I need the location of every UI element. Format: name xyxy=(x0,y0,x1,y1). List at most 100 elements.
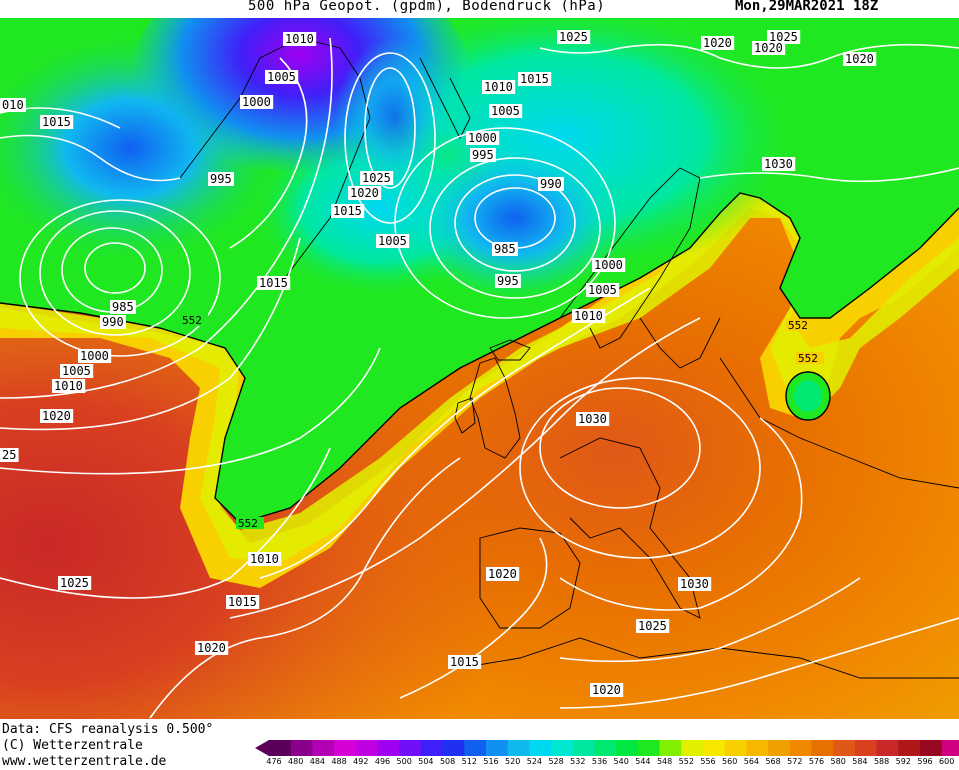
colorbar-cell xyxy=(616,740,639,756)
isobar-label-box xyxy=(448,655,482,669)
colorbar-tick-label: 500 xyxy=(396,757,412,766)
isobar-label-box xyxy=(492,242,518,256)
baltic xyxy=(639,317,721,369)
ireland xyxy=(454,397,476,434)
map-canvas: 552 552 552 552 101010051000102510201025… xyxy=(0,18,959,719)
contour-552-labels: 552 552 552 552 xyxy=(180,314,824,530)
colorbar-tick-label: 568 xyxy=(765,757,781,766)
colorbar-cell xyxy=(941,740,959,756)
isobar-label: 1010 xyxy=(484,80,513,94)
coastlines xyxy=(179,37,959,679)
isobar-label-box xyxy=(195,641,229,655)
colorbar-tick-label: 516 xyxy=(483,757,499,766)
colorbar-cell xyxy=(637,740,661,756)
isobar-label: 1020 xyxy=(42,409,71,423)
scandinavia xyxy=(559,167,701,349)
isobar-label-box xyxy=(767,30,801,44)
isobar-label: 1005 xyxy=(378,234,407,248)
isobar-label: 1005 xyxy=(588,283,617,297)
colorbar-cell xyxy=(507,740,530,756)
isobar-label: 25 xyxy=(2,448,16,462)
greenland-east xyxy=(419,57,471,140)
label-552: 552 xyxy=(788,319,808,332)
isobars xyxy=(0,37,959,719)
colorbar-cell xyxy=(290,740,313,756)
isobar-label-box xyxy=(58,576,92,590)
colorbar-tick-label: 596 xyxy=(917,757,933,766)
isobar-label: 995 xyxy=(210,172,232,186)
colorbar-tick-label: 524 xyxy=(526,757,543,766)
copyright-credit: (C) Wetterzentrale xyxy=(2,738,143,753)
colorbar-cell xyxy=(464,740,487,756)
isobar-label-box xyxy=(283,32,317,46)
isobar-label-box xyxy=(701,36,735,50)
isobar-label: 1020 xyxy=(197,641,226,655)
isobar-label: 995 xyxy=(497,274,519,288)
colorbar-cell xyxy=(551,740,574,756)
isobar-label: 1025 xyxy=(769,30,798,44)
colorbar-tick-label: 556 xyxy=(700,757,716,766)
isobar-label-box xyxy=(257,276,291,290)
label-552: 552 xyxy=(798,352,818,365)
isobar-label-box xyxy=(557,30,591,44)
colorbar-cell xyxy=(789,740,812,756)
isobar-label: 1005 xyxy=(491,104,520,118)
isobar-label: 1020 xyxy=(754,41,783,55)
colorbar-cell xyxy=(681,740,704,756)
isobar-label-box xyxy=(489,104,523,118)
isobar-label: 1015 xyxy=(520,72,549,86)
colorbar-cell xyxy=(399,740,422,756)
isobar-label: 1030 xyxy=(680,577,709,591)
isobar-label: 1020 xyxy=(592,683,621,697)
colorbar-left-arrow xyxy=(255,740,269,756)
colorbar-tick-label: 592 xyxy=(895,757,911,766)
isobar-label: 1010 xyxy=(574,309,603,323)
isobar-label-box xyxy=(40,409,74,423)
colorbar-tick-label: 552 xyxy=(678,757,694,766)
isobar-label: 1025 xyxy=(60,576,89,590)
colorbar-tick-label: 588 xyxy=(873,757,890,766)
colorbar-cell xyxy=(768,740,791,756)
isobar-label: 1015 xyxy=(450,655,479,669)
isobar-label-box xyxy=(538,177,564,191)
isobar-label: 1000 xyxy=(594,258,623,272)
data-source-credit: Data: CFS reanalysis 0.500° xyxy=(2,722,214,737)
isobar-label: 1010 xyxy=(54,379,83,393)
colorbar-cell xyxy=(920,740,943,756)
isobar-label-box xyxy=(0,98,26,112)
isobar-label-box xyxy=(40,115,74,129)
colorbar-labels: 476 480 484 488 492 496 500 504 508 512 516 520 524 5… xyxy=(266,757,958,769)
isobar-label-box xyxy=(518,72,552,86)
greenland-coast xyxy=(179,37,371,279)
contour-552 xyxy=(0,192,959,524)
isobar-label-box xyxy=(592,258,626,272)
isobar-label: 1025 xyxy=(559,30,588,44)
isobar-label-box xyxy=(376,234,410,248)
isobar-label: 1020 xyxy=(488,567,517,581)
isobar-label-box xyxy=(52,379,86,393)
colorbar-tick-label: 476 xyxy=(266,757,282,766)
isobar-label: 1025 xyxy=(362,171,391,185)
france-italy xyxy=(559,437,701,619)
isobar-label-box xyxy=(590,683,624,697)
contour-552-closed xyxy=(785,371,831,421)
chart-title: 500 hPa Geopot. (gpdm), Bodendruck (hPa) xyxy=(248,0,606,14)
colorbar-cell xyxy=(594,740,617,756)
colorbar-tick-label: 560 xyxy=(722,757,738,766)
isobar-label-box xyxy=(762,157,796,171)
colorbar-cell xyxy=(355,740,378,756)
isobar-label-box xyxy=(110,300,136,314)
isobar-label-box xyxy=(331,204,365,218)
isobar-label: 995 xyxy=(472,148,494,162)
isobar-label-box xyxy=(466,131,500,145)
isobar-label-box xyxy=(265,70,299,84)
colorbar-cell xyxy=(572,740,595,756)
colorbar-cell xyxy=(833,740,856,756)
isobar-label: 1020 xyxy=(703,36,732,50)
label-552: 552 xyxy=(182,314,202,327)
isobar-label: 1025 xyxy=(638,619,667,633)
isobar-label-box xyxy=(482,80,516,94)
colorbar-cell xyxy=(811,740,834,756)
colorbar-tick-label: 532 xyxy=(570,757,586,766)
